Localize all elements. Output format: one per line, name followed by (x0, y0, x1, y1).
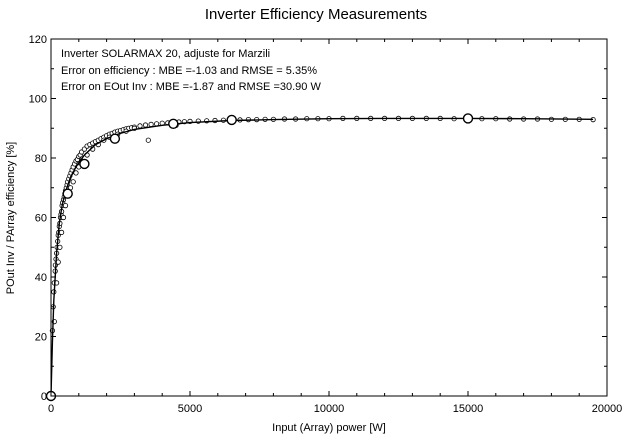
x-tick-label: 15000 (453, 403, 484, 415)
annotation-block: Inverter SOLARMAX 20, adjuste for Marzil… (61, 48, 321, 93)
reference-point (79, 158, 90, 170)
measurement-point (142, 122, 149, 128)
reference-point (109, 133, 121, 144)
measurement-point (137, 123, 143, 129)
y-tick-label: 0 (41, 391, 47, 403)
annotation-eout-error: Error on EOut Inv : MBE =-1.87 and RMSE … (61, 81, 321, 93)
measurement-point (60, 214, 67, 221)
measurement-point (145, 137, 151, 143)
measurement-points (49, 115, 596, 334)
y-tick-label: 80 (35, 153, 47, 165)
y-axis-ticks: 0 20 40 60 80 100 120 (29, 34, 607, 403)
measurement-point (58, 229, 65, 235)
measurement-point (70, 179, 76, 185)
x-axis-label: Input (Array) power [W] (272, 422, 386, 434)
y-axis-label: POut Inv / PArray efficiency [%] (5, 142, 17, 294)
x-tick-label: 10000 (314, 403, 345, 415)
y-tick-label: 120 (29, 34, 47, 46)
measurement-point (148, 121, 154, 128)
model-curve-line (50, 117, 594, 397)
y-tick-label: 60 (35, 213, 47, 225)
measurement-point (73, 170, 79, 176)
x-tick-label: 20000 (592, 403, 623, 415)
y-tick-label: 20 (35, 332, 47, 344)
reference-points (45, 113, 474, 402)
measurement-point (62, 203, 69, 209)
x-tick-label: 0 (48, 403, 54, 415)
x-tick-label: 5000 (178, 403, 202, 415)
reference-point (462, 113, 474, 124)
x-axis-ticks: 0 5000 10000 15000 20000 (48, 39, 622, 415)
annotation-inverter: Inverter SOLARMAX 20, adjuste for Marzil… (61, 48, 270, 60)
reference-point (62, 188, 73, 199)
y-tick-label: 100 (29, 94, 47, 106)
measurement-point (57, 244, 63, 250)
annotation-efficiency-error: Error on efficiency : MBE =-1.03 and RMS… (61, 65, 317, 77)
y-tick-label: 40 (35, 272, 47, 284)
chart-title: Inverter Efficiency Measurements (205, 6, 427, 23)
reference-point (226, 114, 237, 126)
reference-point (168, 118, 179, 130)
